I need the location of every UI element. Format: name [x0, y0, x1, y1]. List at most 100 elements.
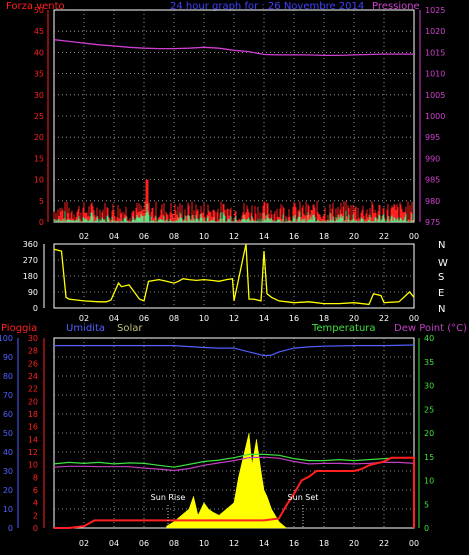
p1-left-tick-label: 50 [34, 6, 44, 15]
umidita-tick-label: 22 [28, 385, 38, 394]
umidita-tick-label: 0 [33, 524, 38, 533]
p1-x-tick-label: 14 [259, 232, 269, 241]
solar-area [166, 432, 288, 529]
pioggia-tick-label: 80 [3, 372, 13, 381]
p2-compass-label: E [438, 288, 444, 299]
p2-left-tick-label: 180 [23, 272, 38, 281]
p1-x-tick-label: 04 [109, 232, 119, 241]
p1-right-tick-label: 1015 [425, 48, 445, 57]
p2-compass-label: N [438, 304, 445, 315]
umidita-label: Umidita [66, 323, 105, 334]
pioggia-tick-label: 10 [3, 505, 13, 514]
umidita-tick-label: 8 [33, 473, 38, 482]
p2-left-tick-label: 90 [28, 288, 38, 297]
header-left-label: Forza vento [6, 1, 65, 12]
p3-x-tick-label: 18 [319, 539, 329, 548]
sun-rise-label: Sun Rise [151, 493, 186, 502]
p2-x-tick-label: 22 [379, 314, 389, 323]
dewpoint-line [53, 456, 415, 472]
p1-right-tick-label: 990 [425, 154, 440, 163]
p1-right-tick-label: 975 [425, 218, 440, 227]
pioggia-tick-label: 40 [3, 448, 13, 457]
umidita-tick-label: 14 [28, 435, 38, 444]
p1-x-tick-label: 18 [319, 232, 329, 241]
pioggia-tick-label: 90 [3, 353, 13, 362]
p1-x-tick-label: 12 [229, 232, 239, 241]
p2-left-tick-label: 360 [23, 240, 38, 249]
pioggia-label: Pioggia [1, 323, 37, 334]
p1-x-tick-label: 06 [139, 232, 149, 241]
temperature-line [53, 453, 414, 468]
p3-x-tick-label: 10 [199, 539, 209, 548]
temperatura-tick-label: 20 [424, 429, 434, 438]
p1-left-tick-label: 0 [39, 218, 44, 227]
p2-x-tick-label: 18 [319, 314, 329, 323]
p1-x-tick-label: 16 [289, 232, 299, 241]
p1-right-tick-label: 985 [425, 176, 440, 185]
p1-left-tick-label: 30 [34, 91, 44, 100]
umidita-tick-label: 2 [33, 511, 38, 520]
umidita-tick-label: 20 [28, 397, 38, 406]
p1-right-tick-label: 1025 [425, 6, 445, 15]
p2-compass-label: N [438, 240, 445, 251]
umidita-tick-label: 12 [28, 448, 38, 457]
p1-right-tick-label: 1020 [425, 27, 445, 36]
temperatura-tick-label: 40 [424, 334, 434, 343]
rain-line [54, 456, 415, 529]
header-center-label: 24 hour graph for : 26 Novembre 2014 [170, 1, 364, 12]
p1-left-tick-label: 5 [39, 197, 44, 206]
p3-x-tick-label: 16 [289, 539, 299, 548]
umidita-tick-label: 4 [33, 499, 38, 508]
rain-humidity-temp-panel: 0102030405060708090100024681012141618202… [0, 334, 434, 548]
p1-x-tick-label: 10 [199, 232, 209, 241]
p1-right-tick-label: 980 [425, 197, 440, 206]
p2-left-tick-label: 270 [23, 256, 38, 265]
umidita-tick-label: 28 [28, 347, 38, 356]
umidita-tick-label: 16 [28, 423, 38, 432]
temperatura-tick-label: 5 [424, 500, 429, 509]
wind-pressure-panel: 0510152025303540455097598098599099510001… [34, 6, 446, 241]
p3-x-tick-label: 02 [79, 539, 89, 548]
pioggia-tick-label: 30 [3, 467, 13, 476]
p3-x-tick-label: 14 [259, 539, 269, 548]
p2-x-tick-label: 00 [409, 314, 419, 323]
p3-x-tick-label: 20 [349, 539, 359, 548]
p2-x-tick-label: 06 [139, 314, 149, 323]
p2-x-tick-label: 20 [349, 314, 359, 323]
umidita-tick-label: 18 [28, 410, 38, 419]
p2-compass-label: W [438, 258, 448, 269]
p3-x-tick-label: 06 [139, 539, 149, 548]
p1-x-tick-label: 20 [349, 232, 359, 241]
temperatura-tick-label: 0 [424, 524, 429, 533]
sun-set-label: Sun Set [288, 493, 319, 502]
dewpoint-label: Dew Point (°C) [394, 323, 467, 334]
p1-right-tick-label: 995 [425, 133, 440, 142]
pioggia-tick-label: 60 [3, 410, 13, 419]
p1-left-tick-label: 25 [34, 112, 44, 121]
p3-x-tick-label: 12 [229, 539, 239, 548]
pioggia-tick-label: 100 [0, 334, 13, 343]
solar-label: Solar [117, 323, 143, 334]
pioggia-tick-label: 0 [8, 524, 13, 533]
temperatura-tick-label: 25 [424, 405, 434, 414]
p2-compass-label: S [438, 272, 444, 283]
umidita-tick-label: 24 [28, 372, 38, 381]
p2-x-tick-label: 10 [199, 314, 209, 323]
p3-x-tick-label: 08 [169, 539, 179, 548]
temperatura-label: Temperatura [311, 323, 376, 334]
p1-right-tick-label: 1005 [425, 91, 445, 100]
p1-left-tick-label: 15 [34, 154, 44, 163]
temperatura-tick-label: 10 [424, 477, 434, 486]
temperatura-tick-label: 35 [424, 358, 434, 367]
p3-x-tick-label: 00 [409, 539, 419, 548]
p2-x-tick-label: 14 [259, 314, 269, 323]
pioggia-tick-label: 70 [3, 391, 13, 400]
umidita-tick-label: 30 [28, 334, 38, 343]
p1-right-tick-label: 1000 [425, 112, 445, 121]
p2-x-tick-label: 04 [109, 314, 119, 323]
p1-x-tick-label: 22 [379, 232, 389, 241]
humidity-line [54, 344, 415, 357]
temperatura-tick-label: 15 [424, 453, 434, 462]
